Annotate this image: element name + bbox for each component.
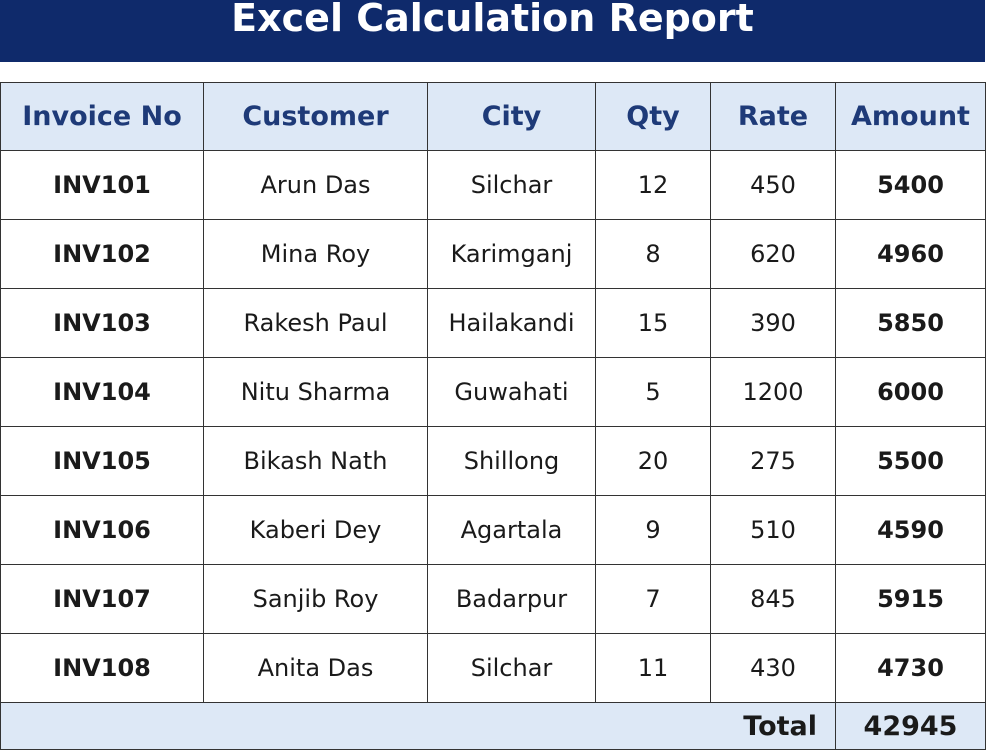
table-cell: INV106 [0, 495, 204, 565]
table-cell: 275 [710, 426, 836, 496]
table-cell: 1200 [710, 357, 836, 427]
table-cell: 620 [710, 219, 836, 289]
table-cell: 12 [595, 150, 711, 220]
table-cell: INV107 [0, 564, 204, 634]
column-header: Qty [595, 82, 711, 151]
table-cell: 5850 [835, 288, 986, 358]
table-cell: 11 [595, 633, 711, 703]
table-cell: INV101 [0, 150, 204, 220]
table-cell: 20 [595, 426, 711, 496]
table-cell: Mina Roy [203, 219, 428, 289]
table-cell: 4730 [835, 633, 986, 703]
column-header: Rate [710, 82, 836, 151]
table-cell: Rakesh Paul [203, 288, 428, 358]
report-title: Excel Calculation Report [231, 0, 754, 40]
table-cell: Shillong [427, 426, 596, 496]
table-cell: 6000 [835, 357, 986, 427]
table-cell: Bikash Nath [203, 426, 428, 496]
table-cell: INV104 [0, 357, 204, 427]
table-cell: Arun Das [203, 150, 428, 220]
column-header: City [427, 82, 596, 151]
table-cell: 5915 [835, 564, 986, 634]
table-cell: 510 [710, 495, 836, 565]
total-value: 42945 [835, 702, 986, 750]
table-cell: 4590 [835, 495, 986, 565]
report-table: Invoice No Customer City Qty Rate Amount INV10… [0, 82, 986, 750]
table-cell: Kaberi Dey [203, 495, 428, 565]
table-cell: INV102 [0, 219, 204, 289]
table-cell: 5 [595, 357, 711, 427]
table-cell: 4960 [835, 219, 986, 289]
table-cell: Karimganj [427, 219, 596, 289]
column-header: Amount [835, 82, 986, 151]
table-cell: 845 [710, 564, 836, 634]
title-bar: Excel Calculation Report [0, 0, 985, 62]
column-header: Invoice No [0, 82, 204, 151]
table-cell: 390 [710, 288, 836, 358]
table-cell: Badarpur [427, 564, 596, 634]
column-header: Customer [203, 82, 428, 151]
table-cell: 5400 [835, 150, 986, 220]
table-cell: 5500 [835, 426, 986, 496]
table-cell: INV103 [0, 288, 204, 358]
table-cell: Agartala [427, 495, 596, 565]
table-cell: INV105 [0, 426, 204, 496]
table-cell: Silchar [427, 633, 596, 703]
table-cell: Anita Das [203, 633, 428, 703]
table-cell: 7 [595, 564, 711, 634]
table-cell: Nitu Sharma [203, 357, 428, 427]
table-cell: 15 [595, 288, 711, 358]
table-cell: 450 [710, 150, 836, 220]
table-cell: Guwahati [427, 357, 596, 427]
total-label: Total [0, 702, 836, 750]
table-cell: Sanjib Roy [203, 564, 428, 634]
table-cell: Hailakandi [427, 288, 596, 358]
table-cell: INV108 [0, 633, 204, 703]
table-cell: 8 [595, 219, 711, 289]
table-cell: 9 [595, 495, 711, 565]
table-cell: 430 [710, 633, 836, 703]
table-cell: Silchar [427, 150, 596, 220]
